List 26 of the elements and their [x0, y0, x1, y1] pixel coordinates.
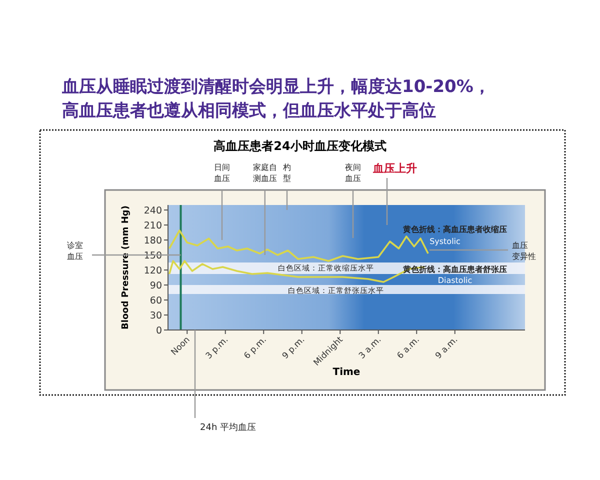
text: 血压上升 [372, 162, 417, 175]
y-tick-label: 120 [144, 266, 162, 276]
y-tick-label: 0 [156, 326, 162, 336]
x-tick-label: 3 a.m. [357, 335, 384, 362]
y-axis-title: Blood Pressure (mm Hg) [121, 206, 131, 330]
y-tick-label: 240 [144, 206, 162, 216]
chart-subtitle: 高血压患者24小时血压变化模式 [214, 139, 386, 153]
text: 日间血压 [214, 163, 230, 183]
y-tick-label: 90 [150, 280, 162, 292]
text: 24h 平均血压 [200, 422, 256, 433]
annotation: 家庭自测血压 [253, 163, 277, 183]
x-axis-title: Time [332, 367, 360, 378]
chart-title: 血压从睡眠过渡到清醒时会明显上升，幅度达10-20%，高血压患者也遵从相同模式，但血压水平处于高位 [61, 77, 490, 121]
x-tick-label: 6 a.m. [396, 335, 422, 362]
annotation: 黄色折线：高血压患者收缩压 [402, 224, 507, 234]
y-tick-label: 210 [144, 220, 162, 232]
text: 杓型 [282, 163, 291, 183]
y-tick-label: 180 [144, 236, 162, 246]
annotation: Systolic [430, 237, 460, 246]
annotation: 血压变异性 [512, 241, 536, 261]
y-tick-label: 30 [150, 310, 162, 322]
x-tick-label: 9 a.m. [434, 335, 460, 362]
annotation: Diastolic [438, 276, 472, 285]
annotation: 诊室血压 [67, 241, 83, 261]
y-tick-label: 60 [150, 296, 162, 306]
text: 夜间血压 [345, 163, 361, 183]
